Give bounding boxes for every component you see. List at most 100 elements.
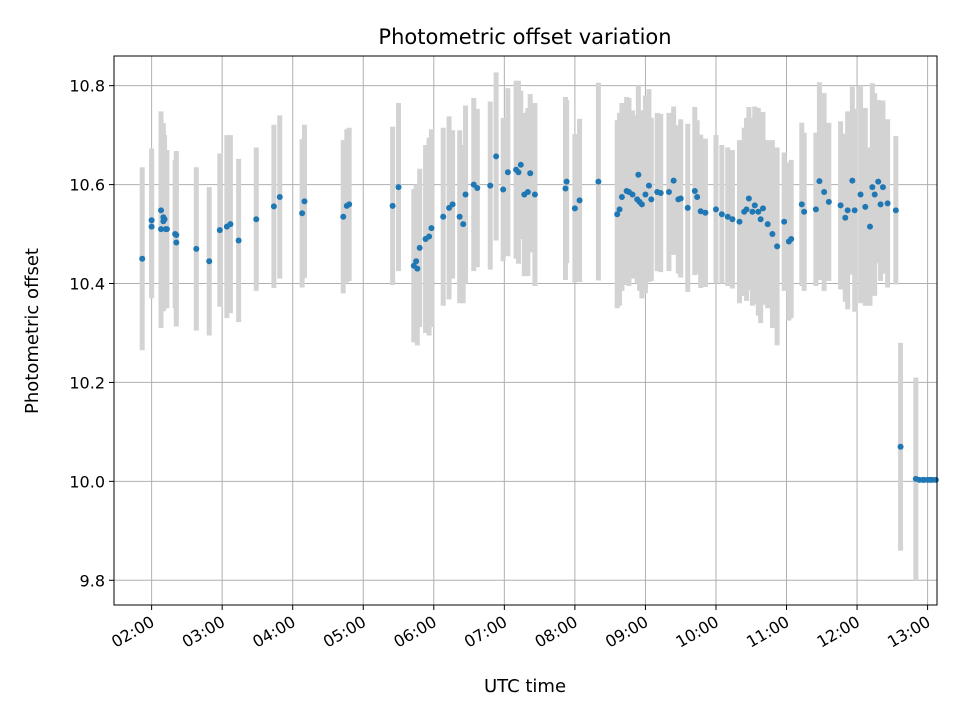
y-axis-ticks: 9.8 10.0 10.2 10.4 10.6 10.8 bbox=[69, 77, 114, 590]
data-point bbox=[428, 225, 435, 232]
data-point bbox=[493, 153, 500, 160]
data-point bbox=[456, 213, 463, 220]
x-tick-label: 12:00 bbox=[814, 612, 863, 652]
data-point bbox=[837, 202, 844, 209]
data-point bbox=[413, 258, 420, 265]
data-point bbox=[816, 178, 823, 185]
data-point bbox=[691, 188, 698, 195]
chart-title: Photometric offset variation bbox=[378, 25, 671, 49]
data-point bbox=[571, 205, 578, 212]
y-tick-label: 10.6 bbox=[69, 176, 105, 195]
data-point bbox=[724, 213, 731, 220]
data-point bbox=[665, 189, 672, 196]
data-point bbox=[892, 207, 899, 214]
data-point bbox=[844, 207, 851, 214]
y-tick-label: 9.8 bbox=[80, 571, 105, 590]
data-point bbox=[684, 204, 691, 211]
data-point bbox=[932, 476, 939, 483]
data-point bbox=[253, 216, 260, 223]
x-tick-label: 05:00 bbox=[320, 612, 369, 652]
x-axis-label: UTC time bbox=[484, 676, 566, 697]
data-point bbox=[702, 209, 709, 216]
data-point bbox=[618, 193, 625, 200]
data-point bbox=[414, 265, 421, 272]
data-point bbox=[812, 206, 819, 213]
data-point bbox=[616, 206, 623, 213]
data-point bbox=[729, 216, 736, 223]
data-point bbox=[743, 206, 750, 213]
x-tick-label: 06:00 bbox=[390, 612, 439, 652]
data-point bbox=[487, 182, 494, 189]
data-point bbox=[462, 191, 469, 198]
data-point bbox=[751, 202, 758, 209]
data-point bbox=[395, 184, 402, 191]
data-point bbox=[301, 198, 308, 205]
data-point bbox=[849, 177, 856, 184]
data-point bbox=[216, 227, 223, 234]
data-point bbox=[694, 193, 701, 200]
x-tick-label: 09:00 bbox=[602, 612, 651, 652]
data-point bbox=[531, 191, 538, 198]
data-point bbox=[276, 193, 283, 200]
data-point bbox=[148, 217, 155, 224]
data-point bbox=[158, 226, 165, 233]
y-tick-label: 10.8 bbox=[69, 77, 105, 96]
data-point bbox=[635, 171, 642, 178]
data-point bbox=[299, 210, 306, 217]
data-point bbox=[869, 184, 876, 191]
data-point bbox=[227, 221, 234, 228]
data-point bbox=[897, 443, 904, 450]
data-point bbox=[801, 208, 808, 215]
data-point bbox=[527, 170, 534, 177]
data-point bbox=[842, 214, 849, 221]
error-bars bbox=[139, 72, 919, 581]
data-point bbox=[769, 231, 776, 238]
data-point bbox=[718, 211, 725, 218]
data-point bbox=[879, 184, 886, 191]
data-point bbox=[857, 191, 864, 198]
data-point bbox=[139, 255, 146, 262]
data-point bbox=[504, 169, 511, 176]
x-tick-label: 07:00 bbox=[461, 612, 510, 652]
data-point bbox=[629, 191, 636, 198]
x-tick-label: 10:00 bbox=[673, 612, 722, 652]
data-point bbox=[871, 191, 878, 198]
data-points bbox=[139, 153, 939, 483]
data-point bbox=[595, 178, 602, 185]
data-point bbox=[161, 216, 168, 223]
data-point bbox=[562, 185, 569, 192]
data-point bbox=[206, 258, 213, 265]
data-point bbox=[158, 207, 165, 214]
data-point bbox=[500, 186, 507, 193]
data-point bbox=[781, 218, 788, 225]
data-point bbox=[755, 208, 762, 215]
data-point bbox=[798, 201, 805, 208]
data-point bbox=[148, 223, 155, 230]
data-point bbox=[764, 221, 771, 228]
data-point bbox=[788, 236, 795, 242]
x-tick-label: 11:00 bbox=[743, 612, 792, 652]
y-tick-label: 10.4 bbox=[69, 275, 105, 294]
data-point bbox=[851, 207, 858, 214]
data-point bbox=[614, 211, 621, 218]
data-point bbox=[877, 201, 884, 208]
data-point bbox=[638, 201, 645, 208]
data-point bbox=[648, 196, 655, 203]
data-point bbox=[449, 201, 456, 208]
data-point bbox=[677, 195, 684, 202]
y-axis-label: Photometric offset bbox=[22, 248, 43, 414]
data-point bbox=[426, 233, 433, 240]
data-point bbox=[736, 218, 743, 225]
data-point bbox=[821, 189, 828, 196]
data-point bbox=[884, 200, 891, 207]
data-point bbox=[712, 206, 719, 213]
data-point bbox=[670, 177, 677, 184]
y-tick-label: 10.2 bbox=[69, 373, 105, 392]
data-point bbox=[825, 198, 832, 205]
data-point bbox=[440, 213, 447, 220]
y-tick-label: 10.0 bbox=[69, 472, 105, 491]
x-tick-label: 04:00 bbox=[249, 612, 298, 652]
data-point bbox=[416, 244, 423, 251]
data-point bbox=[697, 208, 704, 215]
